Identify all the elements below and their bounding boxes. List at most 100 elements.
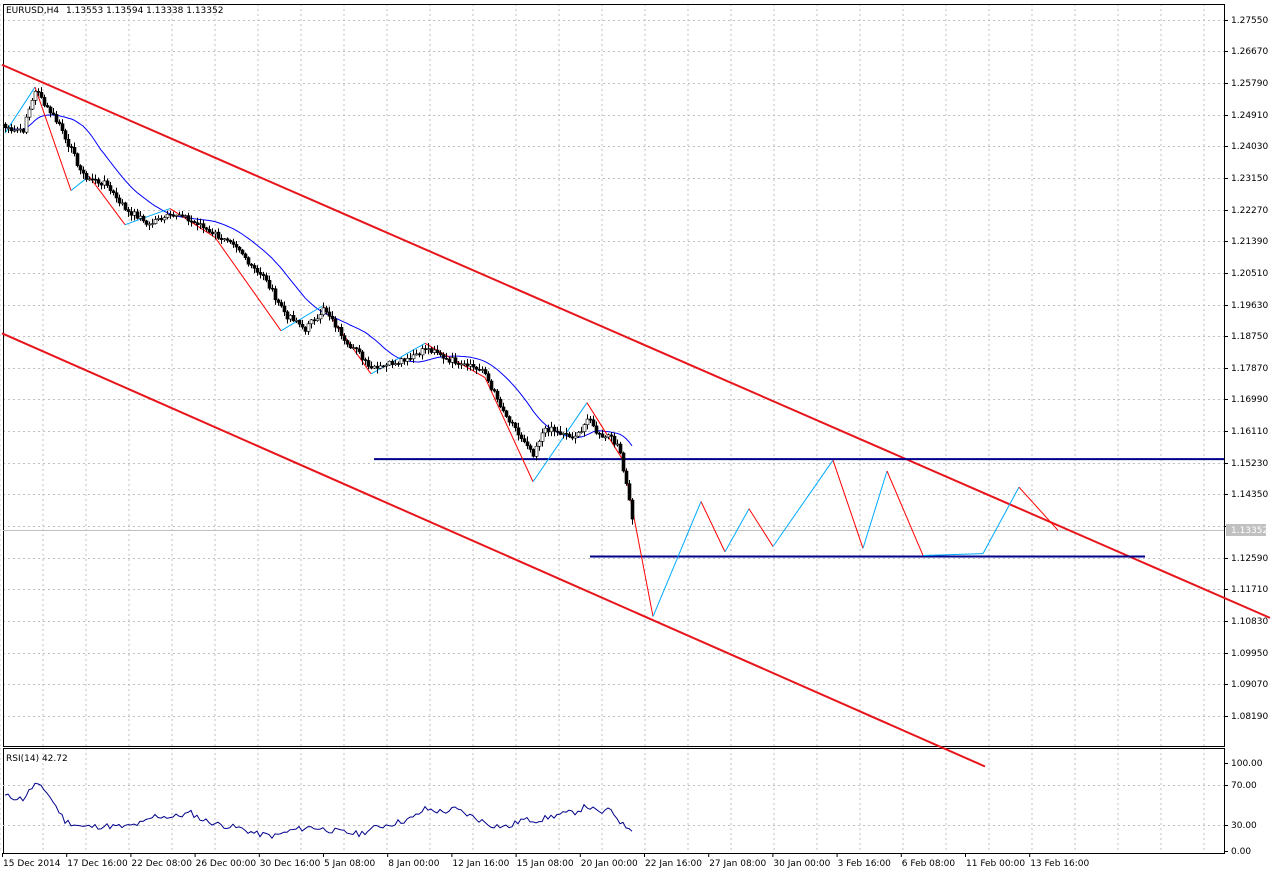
candle-body xyxy=(84,172,89,180)
y-tick-label: 1.12590 xyxy=(1231,554,1268,564)
candle xyxy=(438,350,443,357)
candle-body xyxy=(168,213,173,216)
candle xyxy=(81,166,86,179)
candle-body xyxy=(573,435,578,439)
candle xyxy=(435,345,440,356)
candle-body xyxy=(576,431,581,437)
candle xyxy=(387,360,392,366)
candle xyxy=(528,443,533,453)
candle-body xyxy=(342,335,347,341)
candle-body xyxy=(42,97,47,106)
candle-body xyxy=(153,219,158,224)
candle-body xyxy=(63,130,68,140)
candle-body xyxy=(369,366,374,369)
candle-body xyxy=(105,180,110,186)
y-tick-label: 1.17870 xyxy=(1231,364,1268,374)
candle xyxy=(525,436,530,450)
candle-body xyxy=(420,348,425,356)
candle-body xyxy=(549,426,554,433)
zigzag-segment xyxy=(922,553,984,556)
candle xyxy=(624,468,629,486)
candle xyxy=(75,152,80,168)
candle-body xyxy=(612,435,617,445)
candle xyxy=(297,319,302,328)
candle-body xyxy=(51,112,56,115)
candle-body xyxy=(498,398,503,408)
candle-body xyxy=(543,427,548,434)
candle xyxy=(279,299,284,308)
candle-body xyxy=(546,427,551,433)
zigzag-segment xyxy=(34,86,72,191)
candle-body xyxy=(225,238,230,241)
candle xyxy=(204,226,209,232)
candle-body xyxy=(24,116,29,133)
candle xyxy=(357,345,362,354)
moving-average-line xyxy=(5,114,633,447)
candle xyxy=(585,414,590,430)
candle-body xyxy=(561,433,566,435)
candle xyxy=(582,423,587,437)
candle-body xyxy=(162,217,167,221)
candle xyxy=(315,314,320,322)
candle xyxy=(72,142,77,157)
candle xyxy=(12,125,17,133)
candle-body xyxy=(246,257,251,265)
candle-body xyxy=(21,128,26,133)
candle-body xyxy=(357,348,362,353)
rsi-pane-frame xyxy=(3,748,1225,854)
y-tick-label: 1.16990 xyxy=(1231,395,1268,405)
candle-body xyxy=(372,365,377,369)
x-tick-label: 17 Dec 16:00 xyxy=(67,859,128,869)
x-tick-label: 15 Dec 2014 xyxy=(3,859,61,869)
candle xyxy=(3,122,8,133)
candle-body xyxy=(183,215,188,217)
rsi-y-tick-label: 30.00 xyxy=(1231,821,1257,831)
candle-body xyxy=(393,363,398,365)
x-tick-label: 3 Feb 16:00 xyxy=(838,859,892,869)
candle-body xyxy=(537,441,542,447)
zigzag-segment xyxy=(88,175,126,226)
candle-body xyxy=(198,223,203,225)
candle xyxy=(396,361,401,367)
x-tick-label: 22 Jan 16:00 xyxy=(645,859,702,869)
zigzag-segment xyxy=(280,305,324,332)
candle-body xyxy=(87,178,92,181)
zigzag-segment xyxy=(586,402,624,461)
zigzag-segment xyxy=(214,237,282,332)
candle xyxy=(573,432,578,444)
candle xyxy=(453,353,458,366)
candle xyxy=(348,341,353,349)
candle-body xyxy=(516,427,521,436)
candle-body xyxy=(231,241,236,245)
candle xyxy=(501,402,506,413)
candle-body xyxy=(594,425,599,434)
candle-body xyxy=(348,343,353,349)
candle-body xyxy=(249,263,254,266)
candle xyxy=(531,448,536,458)
symbol-label: EURUSD,H4 xyxy=(6,6,59,16)
y-tick-label: 1.08190 xyxy=(1231,712,1268,722)
candle xyxy=(282,301,287,317)
candle-body xyxy=(522,438,527,443)
candle xyxy=(105,178,110,188)
candle-body xyxy=(426,348,431,350)
candle xyxy=(66,134,71,153)
candle-body xyxy=(132,211,137,216)
candle xyxy=(108,182,113,195)
candle xyxy=(603,435,608,442)
x-tick-label: 30 Jan 00:00 xyxy=(773,859,830,869)
candle xyxy=(48,105,53,118)
candle-body xyxy=(156,218,161,220)
zigzag-segment xyxy=(724,508,750,553)
candle-body xyxy=(567,433,572,438)
candle-body xyxy=(600,433,605,438)
candle xyxy=(165,210,170,220)
candle xyxy=(318,309,323,324)
candle-body xyxy=(471,363,476,368)
x-tick-label: 11 Feb 00:00 xyxy=(966,859,1025,869)
y-tick-label: 1.09950 xyxy=(1231,649,1268,659)
upper-trendline xyxy=(1,63,1271,619)
zigzag-segment xyxy=(484,377,534,482)
x-tick-label: 15 Jan 08:00 xyxy=(517,859,574,869)
